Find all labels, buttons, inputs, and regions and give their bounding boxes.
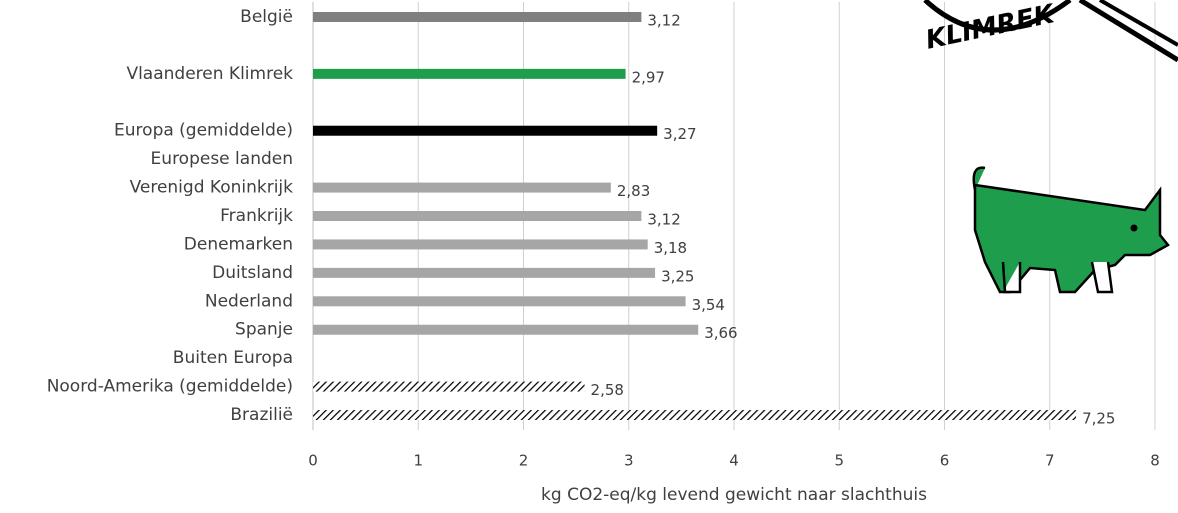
logo-text: KLIMREK	[923, 0, 1058, 56]
bar	[313, 125, 658, 136]
bar	[313, 267, 656, 278]
bar	[313, 68, 626, 79]
y-tick-label: Nederland	[205, 291, 293, 311]
bar	[313, 182, 611, 193]
bar	[313, 324, 699, 335]
y-tick-label: België	[240, 7, 293, 27]
y-tick-label: Noord-Amerika (gemiddelde)	[47, 377, 293, 397]
y-tick-label: Denemarken	[184, 234, 293, 254]
x-tick-label: 3	[624, 452, 634, 470]
value-label: 2,58	[591, 381, 624, 399]
y-tick-label: Frankrijk	[220, 206, 293, 226]
logo: KLIMREK	[923, 0, 1178, 63]
x-tick-label: 6	[940, 452, 950, 470]
y-tick-label: Buiten Europa	[173, 348, 293, 368]
y-tick-label: Europa (gemiddelde)	[114, 121, 293, 141]
bar	[313, 239, 648, 250]
x-tick-label: 5	[834, 452, 844, 470]
value-label: 3,12	[647, 12, 680, 30]
x-tick-label: 1	[413, 452, 423, 470]
x-tick-label: 7	[1045, 452, 1055, 470]
x-tick-label: 0	[308, 452, 318, 470]
y-tick-label: Vlaanderen Klimrek	[126, 64, 293, 84]
y-tick-label: Duitsland	[212, 263, 293, 283]
x-tick-label: 2	[519, 452, 529, 470]
y-tick-label: Spanje	[235, 320, 293, 340]
value-label: 3,18	[654, 239, 687, 257]
value-label: 3,66	[704, 324, 737, 342]
bar	[313, 381, 585, 392]
bar	[313, 296, 686, 307]
x-tick-label: 8	[1150, 452, 1160, 470]
bar	[313, 211, 642, 222]
x-tick-label: 4	[729, 452, 739, 470]
value-label: 3,25	[661, 267, 694, 285]
y-tick-label: Brazilië	[230, 405, 293, 425]
value-label: 3,12	[647, 211, 680, 229]
bar	[313, 410, 1077, 421]
y-tick-label: Verenigd Koninkrijk	[130, 178, 294, 198]
value-label: 7,25	[1082, 410, 1115, 428]
value-label: 2,83	[617, 182, 650, 200]
pig-icon	[972, 166, 1170, 294]
value-label: 3,27	[663, 125, 696, 143]
y-tick-label: Europese landen	[151, 149, 293, 169]
x-axis-label: kg CO2-eq/kg levend gewicht naar slachth…	[541, 485, 927, 505]
value-label: 3,54	[692, 296, 725, 314]
value-label: 2,97	[632, 68, 665, 86]
bar	[313, 12, 642, 22]
